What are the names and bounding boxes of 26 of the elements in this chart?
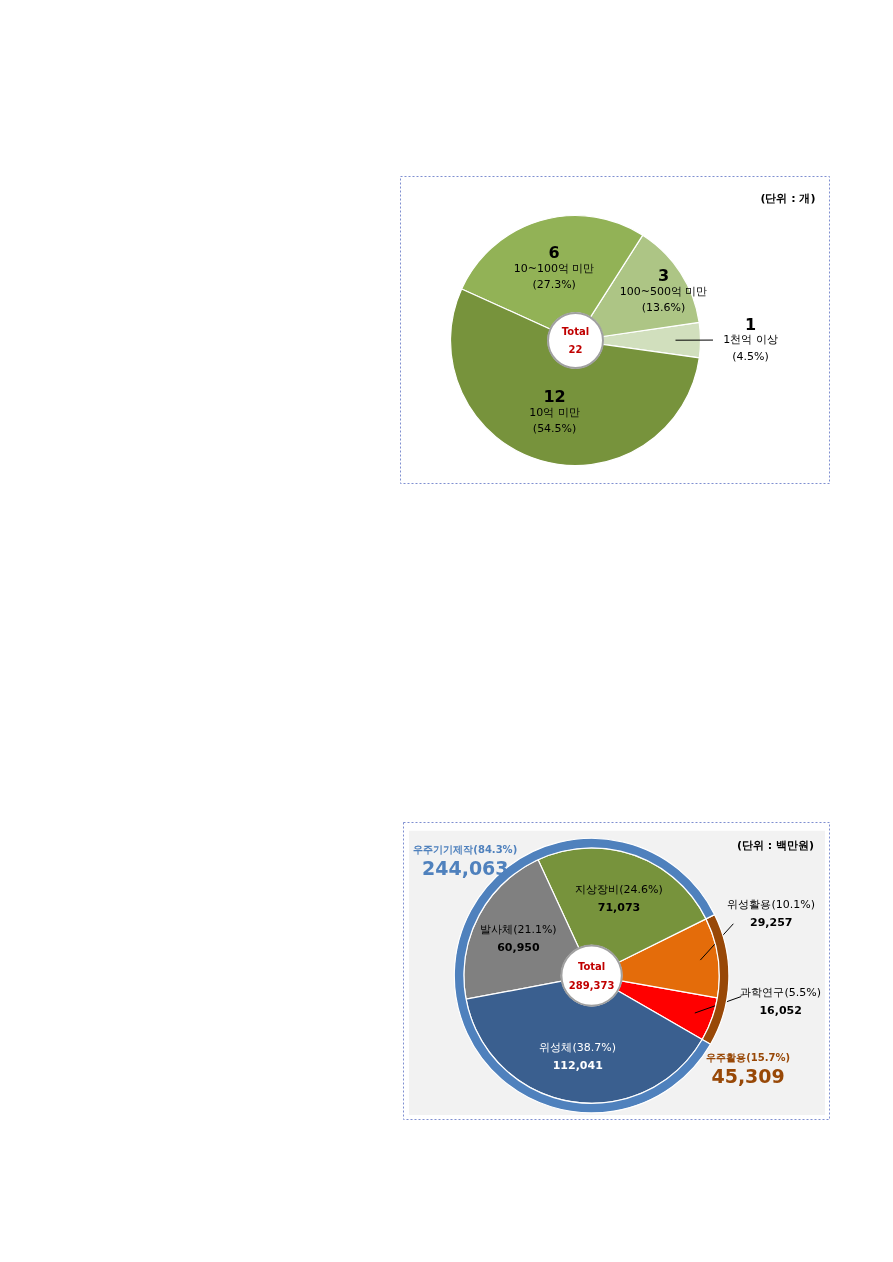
data-label: 60,950 [497, 940, 540, 954]
text: 우주활용(15.7%) [706, 1052, 791, 1064]
data-label: 45,309 [711, 1064, 785, 1087]
data-label: 1 [744, 314, 757, 334]
data-label: 6 [548, 243, 560, 263]
slice-label: 위성체(38.7%) [539, 1041, 616, 1055]
data-label: 16,052 [759, 1003, 802, 1017]
data-label: 3 [657, 266, 670, 286]
text: (단위 : 개) [760, 191, 816, 205]
slice-label: 100~500억 미만 (13.6%) [619, 285, 708, 315]
text: Total 22 [561, 326, 590, 356]
text: Total 289,373 [568, 960, 615, 992]
slice-label: 과학연구(5.5%) [740, 985, 821, 999]
data-label: 71,073 [597, 901, 641, 915]
slice-label: 위성활용(10.1%) [727, 897, 816, 911]
slice-label: 발사체(21.1%) [480, 922, 557, 936]
slice-label: 지상장비(24.6%) [575, 882, 663, 896]
text: 우주기기제작(84.3%) [413, 844, 518, 856]
data-label: 244,063 [422, 856, 509, 879]
data-label: 29,257 [750, 915, 793, 929]
slice-label: 1천억 이상 (4.5%) [723, 333, 778, 363]
data-label: 112,041 [552, 1059, 603, 1073]
text: (단위 : 백만원) [736, 838, 815, 852]
data-label: 12 [543, 387, 566, 407]
slice-label: 10~100억 미만 (27.3%) [513, 262, 595, 292]
slice-label: 10억 미만 (54.5%) [529, 406, 580, 436]
